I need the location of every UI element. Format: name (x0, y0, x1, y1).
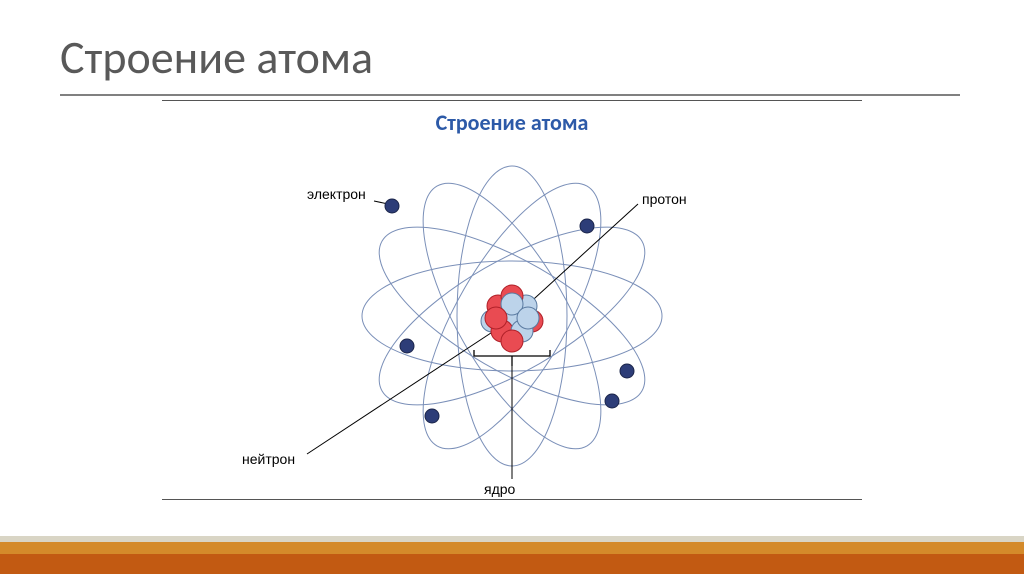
leader-lines-group (307, 201, 638, 479)
label-electron: электрон (307, 186, 366, 202)
label-proton: протон (642, 191, 687, 207)
atom-diagram (162, 141, 862, 491)
diagram-title: Строение атома (162, 109, 862, 136)
diagram-frame: Строение атома электрон протон нейтрон я… (162, 100, 862, 500)
title-rule (60, 94, 960, 96)
label-neutron: нейтрон (242, 451, 295, 467)
nucleus-group (481, 285, 543, 352)
page-title: Строение атома (60, 30, 960, 86)
footer-stripe (0, 536, 1024, 574)
label-nucleus: ядро (484, 481, 515, 497)
title-area: Строение атома (60, 30, 960, 96)
slide: Строение атома Строение атома электрон п… (0, 0, 1024, 574)
